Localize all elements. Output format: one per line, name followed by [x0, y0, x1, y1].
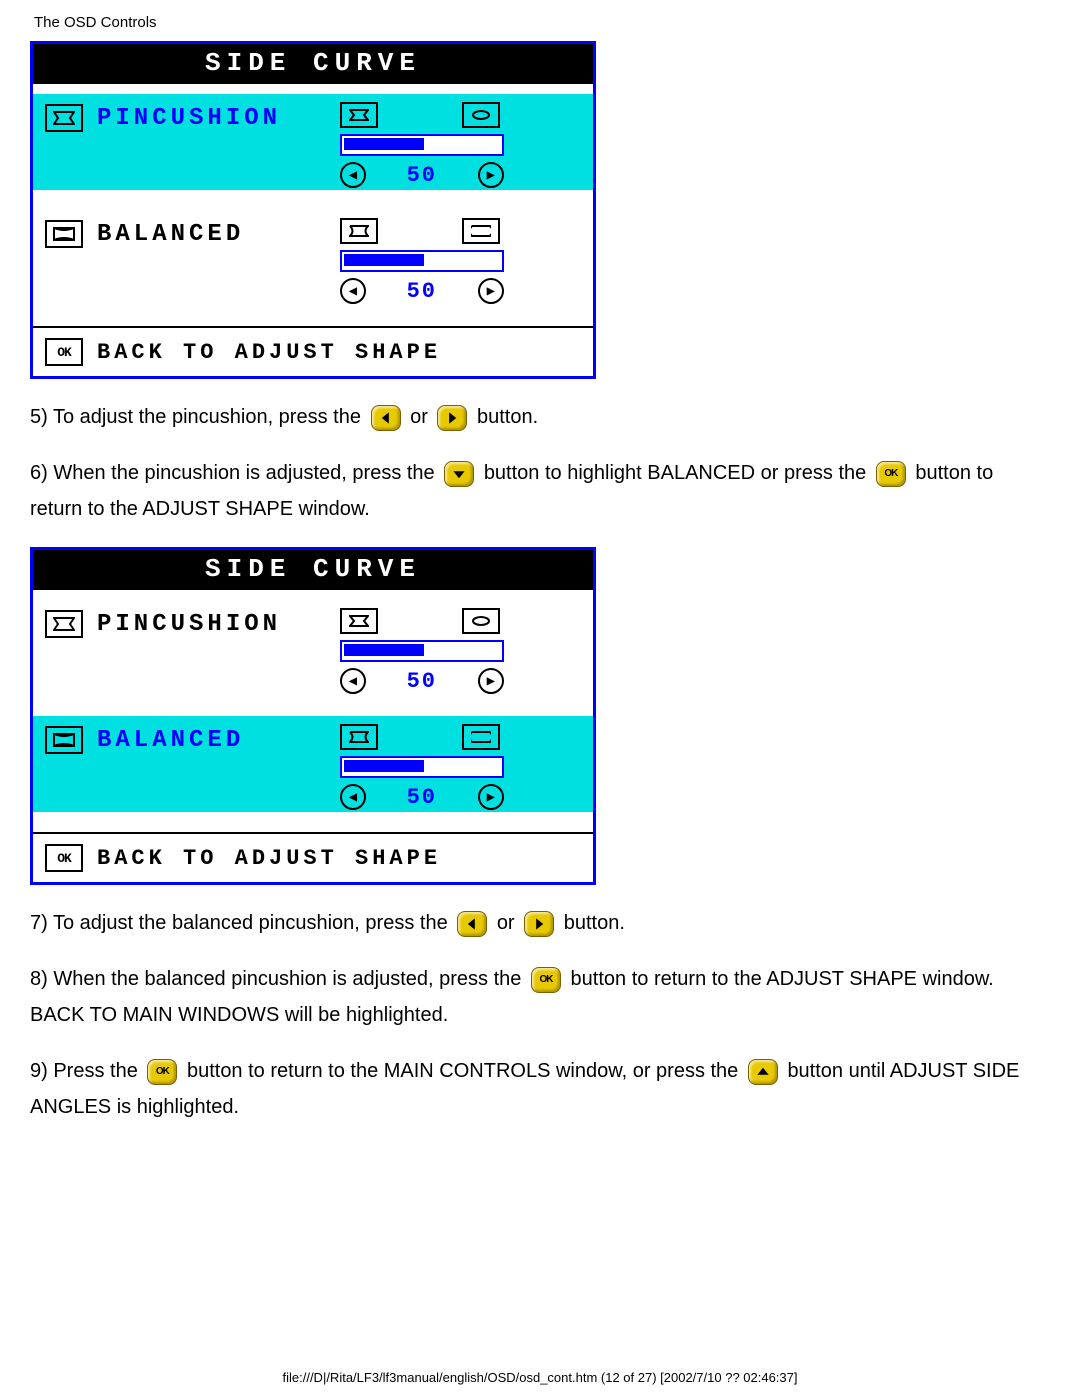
down-button-icon — [444, 461, 474, 487]
osd2-title: SIDE CURVE — [33, 550, 593, 590]
step9-text-a: 9) Press the — [30, 1060, 138, 1082]
balanced-right-shape-icon — [462, 724, 500, 750]
osd1-row-pincushion[interactable]: PINCUSHION ◀ — [33, 94, 593, 190]
osd1-row1-label: BALANCED — [97, 221, 244, 248]
osd2-row1-value: 50 — [407, 785, 437, 810]
left-button-icon — [371, 405, 401, 431]
osd1-row0-label: PINCUSHION — [97, 105, 281, 132]
step7-text-b: or — [497, 912, 515, 934]
osd1-row-balanced[interactable]: BALANCED ◀ — [33, 210, 593, 306]
osd2-row1-label: BALANCED — [97, 727, 244, 754]
osd1-footer-text: BACK TO ADJUST SHAPE — [97, 340, 441, 365]
osd1-row1-slider[interactable] — [340, 250, 504, 272]
right-arrow-icon[interactable]: ▶ — [478, 162, 504, 188]
step7-text-c: button. — [564, 912, 625, 934]
step6-text-b: button to highlight BALANCED or press th… — [484, 462, 866, 484]
osd2-row0-label: PINCUSHION — [97, 611, 281, 638]
step-7: 7) To adjust the balanced pincushion, pr… — [30, 905, 1050, 941]
step5-text-c: button. — [477, 406, 538, 428]
up-button-icon — [748, 1059, 778, 1085]
ok-icon: OK — [45, 844, 83, 872]
osd2-row0-value: 50 — [407, 669, 437, 694]
balanced-icon — [45, 726, 83, 754]
osd1-row0-value: 50 — [407, 163, 437, 188]
osd2-row1-slider[interactable] — [340, 756, 504, 778]
step6-text-a: 6) When the pincushion is adjusted, pres… — [30, 462, 435, 484]
osd1-title: SIDE CURVE — [33, 44, 593, 84]
pincushion-icon — [45, 610, 83, 638]
osd2-row-balanced[interactable]: BALANCED ◀ — [33, 716, 593, 812]
left-arrow-icon[interactable]: ◀ — [340, 668, 366, 694]
step5-text-b: or — [410, 406, 428, 428]
step-5: 5) To adjust the pincushion, press the o… — [30, 399, 1050, 435]
right-arrow-icon[interactable]: ▶ — [478, 278, 504, 304]
left-arrow-icon[interactable]: ◀ — [340, 162, 366, 188]
pincushion-icon — [45, 104, 83, 132]
left-arrow-icon[interactable]: ◀ — [340, 784, 366, 810]
ok-button-icon: OK — [876, 461, 906, 487]
osd2-row0-slider[interactable] — [340, 640, 504, 662]
balanced-icon — [45, 220, 83, 248]
right-button-icon — [437, 405, 467, 431]
right-button-icon — [524, 911, 554, 937]
osd2-row-pincushion[interactable]: PINCUSHION ◀ — [33, 600, 593, 696]
ok-button-icon: OK — [147, 1059, 177, 1085]
pincushion-left-shape-icon — [340, 102, 378, 128]
osd-panel-1: SIDE CURVE PINCUSHION — [30, 41, 596, 379]
right-arrow-icon[interactable]: ▶ — [478, 668, 504, 694]
ok-button-icon: OK — [531, 967, 561, 993]
osd1-row1-value: 50 — [407, 279, 437, 304]
left-button-icon — [457, 911, 487, 937]
pincushion-right-shape-icon — [462, 102, 500, 128]
osd1-footer[interactable]: OK BACK TO ADJUST SHAPE — [33, 326, 593, 376]
pincushion-left-shape-icon — [340, 608, 378, 634]
left-arrow-icon[interactable]: ◀ — [340, 278, 366, 304]
osd2-footer[interactable]: OK BACK TO ADJUST SHAPE — [33, 832, 593, 882]
step9-text-b: button to return to the MAIN CONTROLS wi… — [187, 1060, 738, 1082]
step7-text-a: 7) To adjust the balanced pincushion, pr… — [30, 912, 448, 934]
step-9: 9) Press the OK button to return to the … — [30, 1053, 1050, 1125]
step-6: 6) When the pincushion is adjusted, pres… — [30, 455, 1050, 527]
balanced-right-shape-icon — [462, 218, 500, 244]
step5-text-a: 5) To adjust the pincushion, press the — [30, 406, 361, 428]
step-8: 8) When the balanced pincushion is adjus… — [30, 961, 1050, 1033]
osd2-footer-text: BACK TO ADJUST SHAPE — [97, 846, 441, 871]
right-arrow-icon[interactable]: ▶ — [478, 784, 504, 810]
step8-text-a: 8) When the balanced pincushion is adjus… — [30, 968, 521, 990]
balanced-left-shape-icon — [340, 724, 378, 750]
osd1-row0-slider[interactable] — [340, 134, 504, 156]
page-title: The OSD Controls — [34, 14, 1050, 31]
page-footer-path: file:///D|/Rita/LF3/lf3manual/english/OS… — [0, 1370, 1080, 1385]
balanced-left-shape-icon — [340, 218, 378, 244]
osd-panel-2: SIDE CURVE PINCUSHION — [30, 547, 596, 885]
ok-icon: OK — [45, 338, 83, 366]
pincushion-right-shape-icon — [462, 608, 500, 634]
